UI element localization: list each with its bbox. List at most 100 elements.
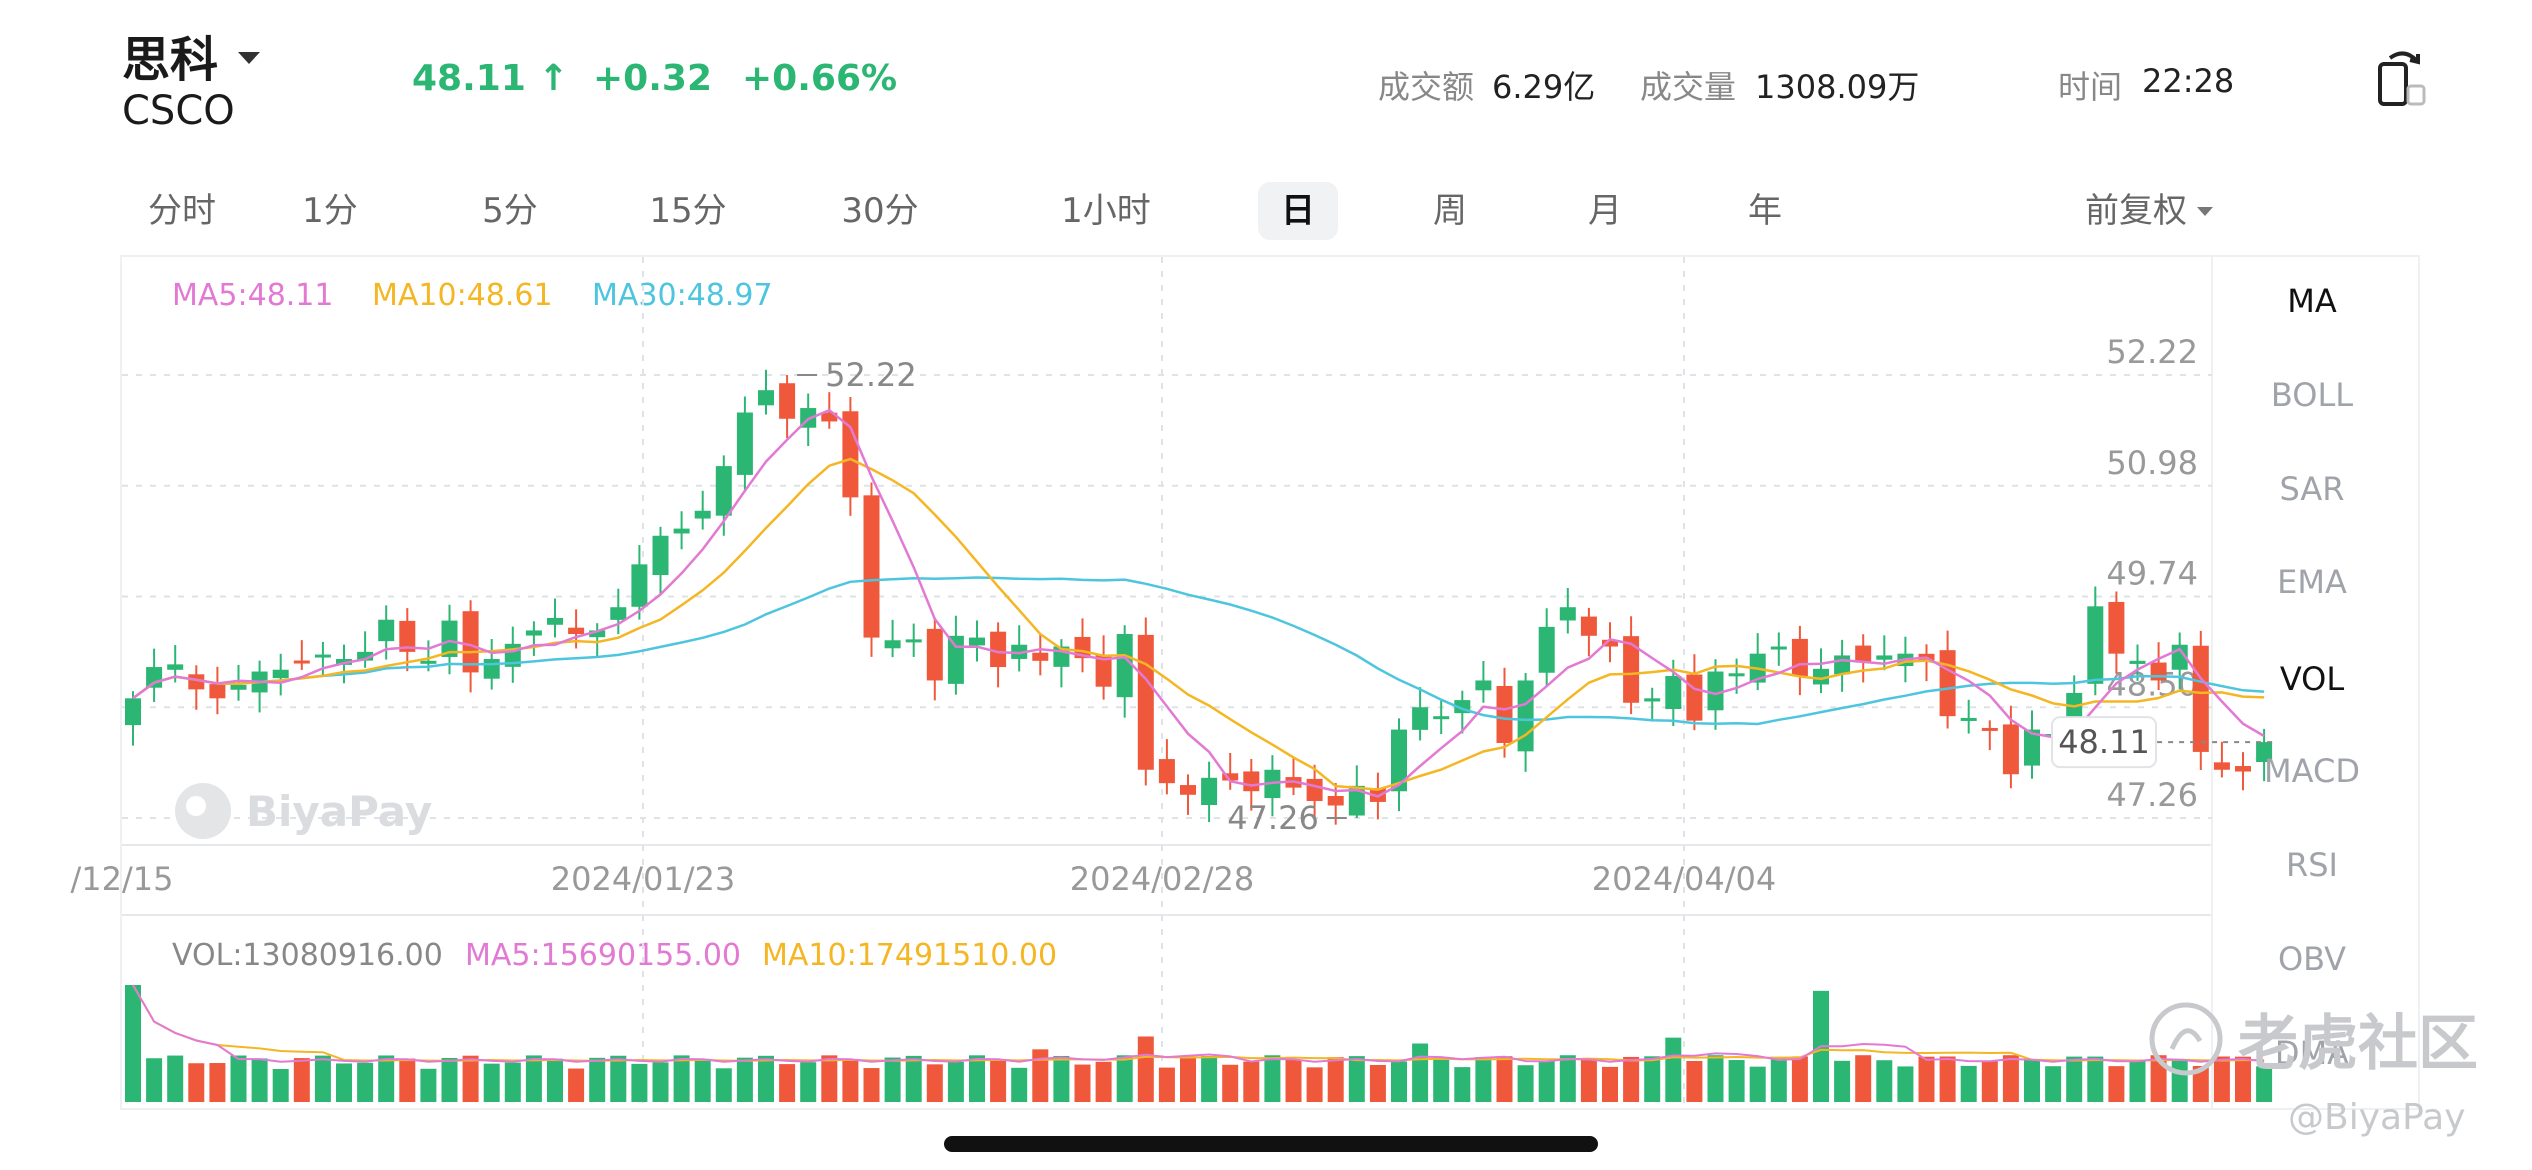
volume-bar — [336, 1063, 352, 1102]
adjust-selector[interactable]: 前复权 — [2085, 182, 2213, 240]
candle-body — [293, 660, 310, 664]
ma10-legend: MA10:48.61 — [372, 278, 553, 313]
volume-bar — [1623, 1056, 1640, 1102]
candle-body — [821, 412, 838, 422]
ma30-line — [132, 576, 2265, 726]
rotate-screen-icon[interactable] — [2374, 46, 2430, 108]
volume-bar — [1602, 1066, 1618, 1102]
indicator-sar[interactable]: SAR — [2279, 470, 2345, 508]
volume-bar — [378, 1055, 395, 1102]
biyapay-logo-icon — [175, 783, 231, 839]
indicator-ema[interactable]: EMA — [2277, 563, 2347, 601]
candle-body — [1876, 655, 1893, 660]
candle-body — [2108, 601, 2125, 654]
volume-bar — [230, 1055, 247, 1102]
candle-body — [1201, 777, 1218, 805]
candle-body — [863, 495, 880, 638]
indicator-rsi[interactable]: RSI — [2286, 846, 2338, 884]
caret-down-icon — [2197, 206, 2213, 216]
candle-body — [378, 619, 395, 642]
last-price-label: 48.11 — [2058, 723, 2150, 761]
volume-bar — [1897, 1066, 1914, 1102]
candle-body — [1644, 698, 1661, 702]
candle-body — [652, 535, 669, 576]
tab-2[interactable]: 5分 — [482, 191, 538, 231]
volume-bar — [1960, 1065, 1977, 1102]
candle-body — [2213, 762, 2230, 770]
candle-body — [1496, 686, 1513, 743]
volume-bar — [1791, 1056, 1808, 1102]
volume-bar — [2108, 1066, 2125, 1102]
candle-body — [842, 411, 859, 498]
candle-body — [1834, 655, 1851, 675]
candle-body — [1665, 675, 1682, 710]
tab-1[interactable]: 1分 — [302, 191, 358, 231]
indicator-dma[interactable]: DMA — [2274, 1034, 2350, 1072]
candle-body — [314, 654, 331, 658]
turnover-value: 6.29亿 — [1492, 68, 1596, 106]
volume-bar — [420, 1068, 437, 1102]
candle-body — [420, 660, 437, 664]
volume-bar — [1665, 1037, 1682, 1102]
volume-bar — [715, 1068, 732, 1102]
stock-name-selector[interactable]: 思科 — [122, 20, 261, 90]
tab-7[interactable]: 周 — [1433, 191, 1467, 231]
volume-bar — [1032, 1049, 1049, 1102]
candle-body — [1306, 778, 1323, 802]
volume-bar — [167, 1055, 184, 1102]
candle-body — [884, 640, 901, 649]
tab-4[interactable]: 30分 — [841, 191, 919, 231]
volume-bar — [736, 1057, 753, 1102]
vol-ma5-legend: MA5:15690155.00 — [465, 938, 742, 973]
candle-body — [1623, 636, 1640, 703]
volume-bar — [1834, 1060, 1851, 1102]
last-price-box — [2051, 716, 2157, 769]
tab-6[interactable]: 日 — [1258, 182, 1338, 240]
candle-body — [1939, 650, 1956, 717]
volume-bar — [1876, 1060, 1893, 1102]
candle-body — [399, 620, 416, 652]
candle-body — [1813, 668, 1829, 685]
volume-bar — [2045, 1066, 2062, 1102]
candle-body — [1770, 646, 1787, 650]
candle-body — [525, 630, 542, 636]
tab-8[interactable]: 月 — [1588, 191, 1622, 231]
candle-body — [2235, 766, 2251, 772]
volume-bar — [1327, 1057, 1344, 1102]
volume-bar — [2002, 1055, 2019, 1102]
indicator-obv[interactable]: OBV — [2277, 940, 2347, 978]
indicator-macd[interactable]: MACD — [2264, 752, 2360, 790]
candle-body — [758, 390, 774, 406]
volume-bar — [1285, 1059, 1302, 1102]
volume-bar — [610, 1055, 627, 1102]
indicator-vol[interactable]: VOL — [2279, 660, 2345, 698]
indicator-ma[interactable]: MA — [2287, 282, 2337, 320]
vol-ma5-line — [132, 984, 2265, 1063]
indicator-boll[interactable]: BOLL — [2270, 376, 2354, 414]
volume-bar — [1116, 1055, 1133, 1102]
candle-body — [1412, 707, 1429, 730]
candle-body — [230, 684, 247, 690]
chart-container — [120, 255, 2420, 1110]
tab-0[interactable]: 分时 — [148, 191, 216, 231]
volume-bar — [631, 1063, 648, 1102]
adjust-label: 前复权 — [2085, 191, 2187, 231]
candle-body — [673, 528, 690, 534]
volume-bar — [673, 1055, 690, 1102]
tab-9[interactable]: 年 — [1748, 191, 1782, 231]
stock-ticker: CSCO — [122, 88, 235, 134]
tab-5[interactable]: 1小时 — [1061, 191, 1151, 231]
candle-body — [610, 607, 627, 620]
tab-3[interactable]: 15分 — [649, 191, 727, 231]
candle-body — [1686, 674, 1703, 721]
home-indicator[interactable] — [944, 1136, 1598, 1152]
volume-bar — [1201, 1056, 1218, 1102]
volume-bar — [1496, 1056, 1513, 1102]
volume-bar — [399, 1058, 416, 1102]
candle-body — [1517, 680, 1534, 752]
candle-body — [1855, 645, 1872, 663]
volume-bar — [1770, 1056, 1787, 1102]
volume-bar — [2129, 1060, 2146, 1102]
candle-body — [1559, 607, 1576, 621]
